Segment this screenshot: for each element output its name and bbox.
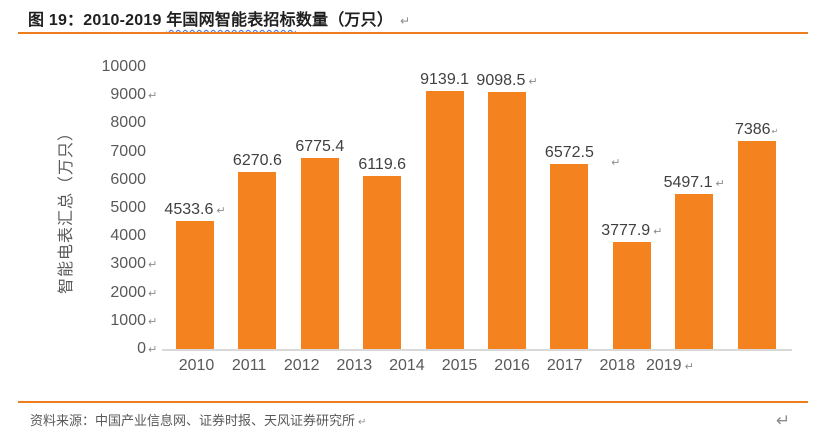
x-tick-label-2018: 2018 bbox=[599, 357, 636, 374]
y-tick-label: 4000 bbox=[110, 227, 146, 245]
paragraph-mark-icon: ↵ bbox=[684, 361, 694, 373]
bar-2013 bbox=[363, 176, 402, 349]
y-tick-label: 7000 bbox=[110, 142, 146, 160]
x-tick-label-2011: 2011 bbox=[231, 357, 267, 374]
paragraph-mark-icon: ↵ bbox=[148, 90, 158, 103]
paragraph-mark-icon: ↵ bbox=[653, 226, 663, 239]
paragraph-mark-icon: ↵ bbox=[715, 177, 725, 190]
value-label-text: 3777.9 bbox=[601, 222, 651, 240]
figure-title: 图 19：2010-2019 年国网智能表招标数量（万只） ↵ bbox=[28, 6, 410, 30]
value-label-text: 6572.5 bbox=[544, 143, 594, 161]
value-label-text: 6119.6 bbox=[358, 156, 407, 174]
bar-2017 bbox=[612, 242, 651, 349]
y-tick-label: 1000 ↵ bbox=[110, 311, 158, 329]
x-tick-label-2019: 2019 ↵ bbox=[645, 357, 694, 374]
y-tick-label: 9000 ↵ bbox=[110, 86, 158, 104]
paragraph-mark-icon: ↵ bbox=[776, 411, 791, 430]
x-tick-label-2010: 2010 bbox=[178, 357, 215, 374]
paragraph-mark-icon: ↵ bbox=[611, 156, 621, 169]
bar-2010 bbox=[176, 221, 214, 349]
source-label: 资料来源： bbox=[30, 413, 96, 428]
y-tick-label: 5000 bbox=[110, 199, 146, 216]
x-tick-label-2015: 2015 bbox=[441, 357, 478, 374]
source-line: 资料来源：中国产业信息网、证券时报、天风证券研究所 ↵ bbox=[30, 410, 366, 429]
paragraph-mark-icon: ↵ bbox=[148, 259, 158, 272]
y-tick-label: 2000 ↵ bbox=[110, 283, 158, 301]
source-text: 中国产业信息网、证券时报、天风证券研究所 bbox=[95, 413, 356, 428]
y-tick-label: 3000 ↵ bbox=[110, 255, 158, 273]
title-divider bbox=[18, 32, 808, 34]
y-tick-label: 10000 bbox=[101, 58, 147, 75]
bar-chart: 智能电表汇总（万只） 10000 9000 ↵ 8000 7000 6000 5000 400… bbox=[0, 40, 826, 385]
value-label-2018: 5497.1 ↵ bbox=[649, 174, 739, 193]
paragraph-mark-icon: ↵ bbox=[771, 126, 779, 136]
paragraph-mark-icon: ↵ bbox=[400, 14, 411, 28]
x-tick-label-2012: 2012 bbox=[283, 357, 320, 374]
y-tick-label: 0 ↵ bbox=[137, 340, 158, 357]
bar-2011 bbox=[238, 172, 277, 349]
value-label-2017: 3777.9 ↵ bbox=[587, 222, 677, 241]
paragraph-mark-icon: ↵ bbox=[148, 287, 158, 300]
x-tick-label-2014: 2014 bbox=[389, 357, 425, 374]
x-axis-line bbox=[162, 349, 792, 351]
x-tick-label-2013: 2013 bbox=[336, 357, 373, 374]
figure-title-squiggle-text: 年国网智能表招标 bbox=[166, 12, 296, 29]
value-label-text: 7386 bbox=[734, 120, 771, 138]
paragraph-mark-icon: ↵ bbox=[358, 417, 367, 428]
value-label-2015: 9098.5 ↵ bbox=[462, 72, 552, 91]
value-label-2010: 4533.6 ↵ bbox=[150, 201, 240, 220]
paragraph-mark-icon: ↵ bbox=[528, 76, 538, 89]
paragraph-mark-icon: ↵ bbox=[148, 315, 158, 328]
source-divider bbox=[18, 401, 808, 403]
value-label-2019: 7386↵ bbox=[712, 121, 802, 141]
figure-title-rest: 数量（万只） bbox=[295, 12, 394, 29]
value-label-2013: 6119.6 bbox=[337, 156, 427, 174]
y-tick-label: 8000 bbox=[110, 114, 146, 132]
bar-2015 bbox=[488, 92, 526, 349]
value-label-text: 6775.4 bbox=[295, 137, 345, 155]
figure-title-range: 2010-2019 bbox=[83, 12, 167, 29]
bar-2014 bbox=[425, 91, 464, 349]
value-label-2012: 6775.4 bbox=[275, 138, 365, 156]
y-tick-label: 6000 bbox=[110, 170, 146, 188]
paragraph-mark-icon: ↵ bbox=[216, 205, 226, 218]
x-tick-label-2017: 2017 bbox=[546, 357, 583, 374]
value-label-2011: 6270.6 bbox=[212, 152, 302, 170]
figure-title-prefix: 图 19： bbox=[28, 12, 84, 29]
bar-2016 bbox=[550, 163, 589, 349]
value-label-text: 5497.1 bbox=[663, 173, 713, 191]
bar-2019 bbox=[737, 140, 776, 349]
paragraph-mark-icon: ↵ bbox=[148, 344, 158, 356]
value-label-2016: 6572.5 ↵ bbox=[524, 143, 620, 169]
bar-2018 bbox=[675, 193, 714, 349]
value-label-text: 9098.5 bbox=[476, 72, 526, 90]
value-label-text: 9139.1 bbox=[420, 71, 470, 89]
value-label-text: 6270.6 bbox=[232, 152, 282, 170]
value-label-text: 4533.6 bbox=[164, 201, 214, 219]
x-tick-label-2016: 2016 bbox=[494, 357, 530, 374]
value-label-2014: 9139.1 bbox=[400, 71, 490, 89]
bar-2012 bbox=[300, 157, 339, 349]
